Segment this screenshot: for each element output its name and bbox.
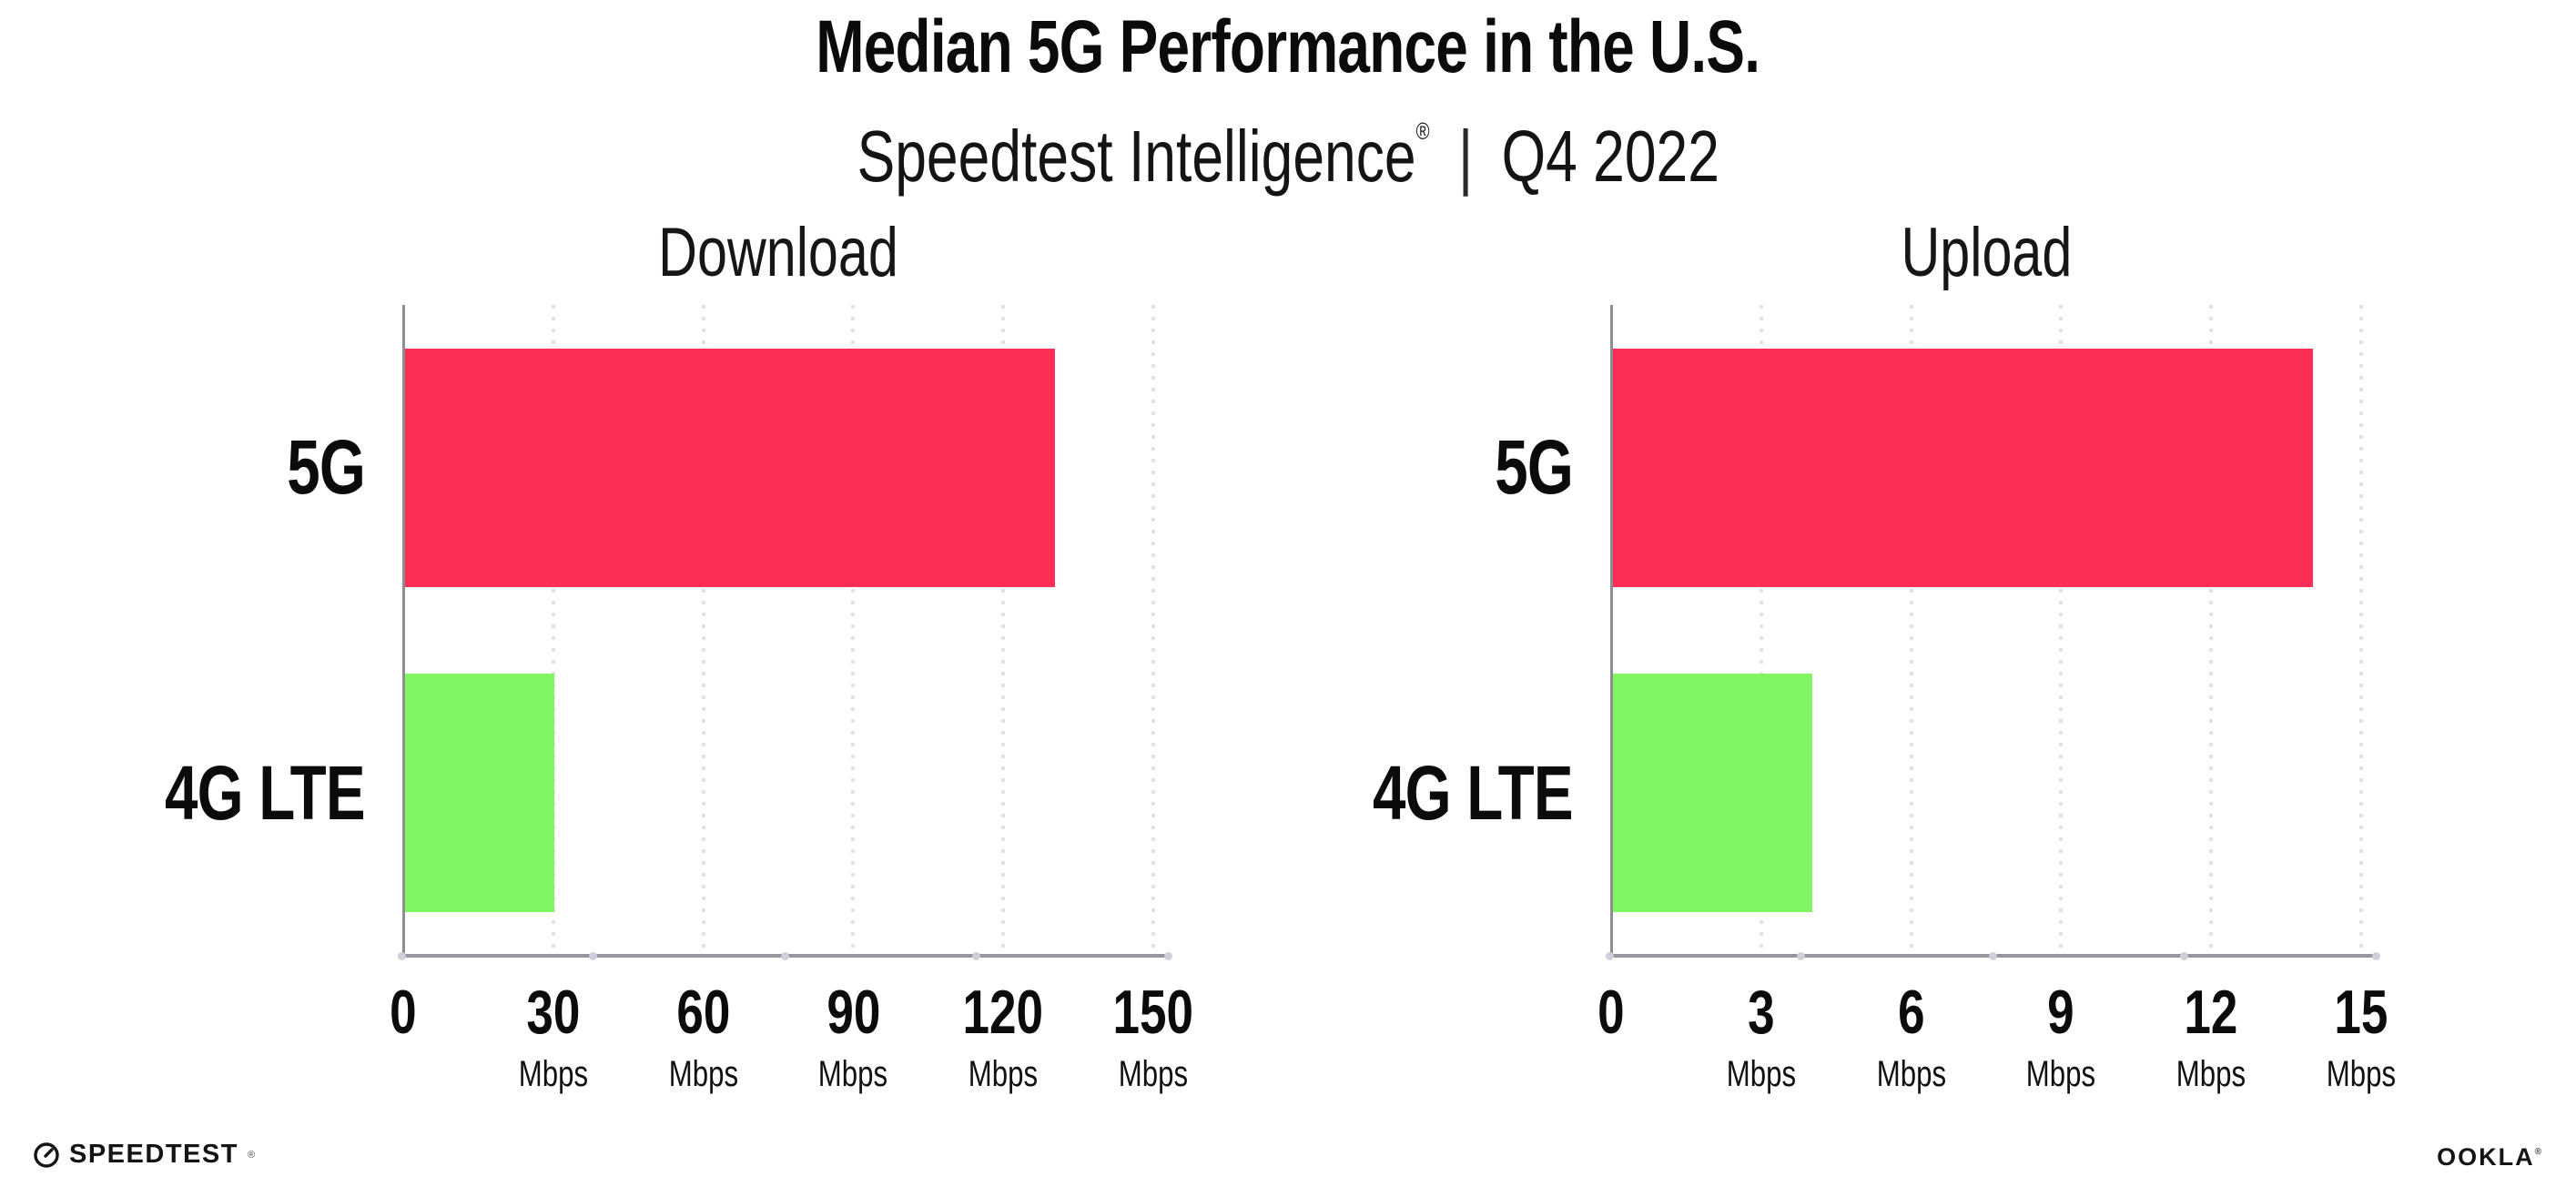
x-tick-value: 120 bbox=[962, 978, 1044, 1047]
x-tick-download-0: 0 bbox=[303, 979, 503, 1045]
y-axis-upload bbox=[1609, 305, 1613, 956]
x-tick-download-150: 150 Mbps bbox=[1053, 979, 1253, 1094]
gridline-upload-15 bbox=[2359, 305, 2363, 956]
bar-download-4g-lte bbox=[404, 674, 555, 913]
x-tick-upload-9: 9 Mbps bbox=[1961, 979, 2161, 1094]
page-title: Median 5G Performance in the U.S. bbox=[816, 5, 1761, 88]
x-tick-value: 3 bbox=[1748, 978, 1775, 1047]
x-tick-upload-12: 12 Mbps bbox=[2111, 979, 2311, 1094]
x-tick-upload-0: 0 bbox=[1511, 979, 1711, 1045]
x-tick-value: 30 bbox=[526, 978, 581, 1047]
x-tick-upload-3: 3 Mbps bbox=[1661, 979, 1861, 1094]
x-tick-download-120: 120 Mbps bbox=[903, 979, 1103, 1094]
x-tick-unit: Mbps bbox=[518, 1054, 588, 1094]
x-tick-unit: Mbps bbox=[2326, 1054, 2397, 1094]
y-axis-download bbox=[401, 305, 405, 956]
x-tick-unit: Mbps bbox=[2026, 1054, 2096, 1094]
chart-title-upload: Upload bbox=[1901, 214, 2072, 291]
chart-title-download: Download bbox=[658, 214, 898, 291]
page-subtitle: Speedtest Intelligence® | Q4 2022 bbox=[0, 89, 2576, 198]
axis-tick-dot-download-1 bbox=[589, 951, 597, 960]
gridline-upload-6 bbox=[1909, 305, 1913, 956]
x-tick-download-30: 30 Mbps bbox=[453, 979, 654, 1094]
gridline-upload-12 bbox=[2209, 305, 2214, 956]
gridline-download-60 bbox=[701, 305, 705, 956]
x-tick-value: 0 bbox=[1597, 978, 1625, 1047]
subtitle-period: Q4 2022 bbox=[1501, 116, 1719, 197]
x-tick-download-90: 90 Mbps bbox=[753, 979, 953, 1094]
category-label-upload-4g-lte: 4G LTE bbox=[1373, 749, 1574, 836]
gridline-download-120 bbox=[1001, 305, 1006, 956]
speedtest-gauge-icon bbox=[33, 1141, 60, 1169]
registered-trademark-icon: ® bbox=[1415, 117, 1430, 145]
category-label-download-4g-lte: 4G LTE bbox=[165, 749, 366, 836]
x-tick-download-60: 60 Mbps bbox=[603, 979, 804, 1094]
axis-tick-dot-upload-3 bbox=[2180, 951, 2188, 960]
gridline-download-90 bbox=[851, 305, 856, 956]
x-tick-unit: Mbps bbox=[1118, 1054, 1189, 1094]
gridline-upload-3 bbox=[1759, 305, 1763, 956]
x-tick-unit: Mbps bbox=[969, 1054, 1039, 1094]
axis-tick-dot-download-3 bbox=[972, 951, 980, 960]
speedtest-logo: SPEEDTEST ® bbox=[33, 1140, 255, 1170]
axis-tick-dot-upload-1 bbox=[1797, 951, 1805, 960]
x-tick-value: 12 bbox=[2184, 978, 2238, 1047]
x-tick-upload-15: 15 Mbps bbox=[2261, 979, 2461, 1094]
x-tick-unit: Mbps bbox=[1726, 1054, 1796, 1094]
x-tick-unit: Mbps bbox=[668, 1054, 738, 1094]
bar-upload-5g bbox=[1612, 348, 2313, 587]
axis-tick-dot-download-0 bbox=[397, 951, 406, 960]
x-tick-value: 6 bbox=[1897, 978, 1925, 1047]
speedtest-logo-text: SPEEDTEST bbox=[69, 1140, 238, 1169]
gridline-download-30 bbox=[551, 305, 555, 956]
x-tick-unit: Mbps bbox=[818, 1054, 888, 1094]
gridline-download-150 bbox=[1151, 305, 1155, 956]
axis-tick-dot-download-2 bbox=[780, 951, 789, 960]
x-tick-value: 0 bbox=[390, 978, 417, 1047]
ookla-logo-text: OOKLA bbox=[2437, 1143, 2535, 1171]
bar-upload-4g-lte bbox=[1612, 674, 1813, 913]
category-label-download-5g: 5G bbox=[287, 424, 366, 511]
bar-download-5g bbox=[404, 348, 1055, 587]
axis-tick-dot-upload-2 bbox=[1988, 951, 1997, 960]
category-label-upload-5g: 5G bbox=[1495, 424, 1574, 511]
x-tick-upload-6: 6 Mbps bbox=[1811, 979, 2012, 1094]
axis-tick-dot-download-4 bbox=[1163, 951, 1172, 960]
subtitle-separator: | bbox=[1457, 116, 1473, 197]
x-tick-value: 60 bbox=[676, 978, 731, 1047]
x-tick-unit: Mbps bbox=[1876, 1054, 1946, 1094]
x-tick-value: 90 bbox=[826, 978, 880, 1047]
ookla-logo: OOKLA® bbox=[2437, 1143, 2543, 1172]
speedtest-trademark-icon: ® bbox=[247, 1149, 256, 1161]
gridline-upload-9 bbox=[2059, 305, 2064, 956]
x-tick-value: 150 bbox=[1112, 978, 1194, 1047]
x-tick-value: 9 bbox=[2047, 978, 2075, 1047]
axis-tick-dot-upload-4 bbox=[2371, 951, 2380, 960]
subtitle-brand: Speedtest Intelligence bbox=[857, 116, 1416, 197]
axis-tick-dot-upload-0 bbox=[1605, 951, 1614, 960]
ookla-trademark-icon: ® bbox=[2534, 1147, 2543, 1157]
x-tick-unit: Mbps bbox=[2176, 1054, 2246, 1094]
x-tick-value: 15 bbox=[2334, 978, 2388, 1047]
